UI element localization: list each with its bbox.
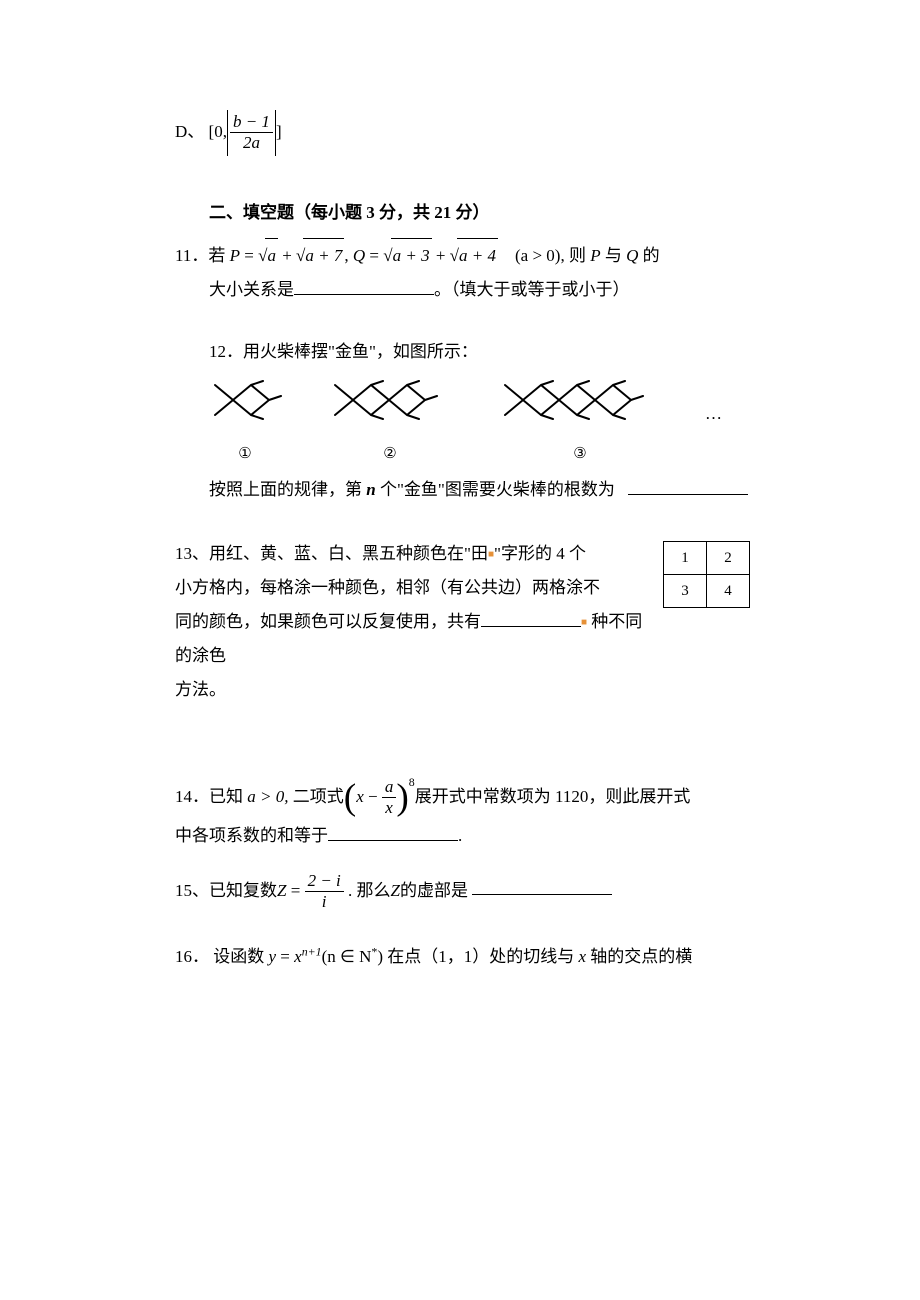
fish-1: ①: [205, 375, 285, 469]
fish-3-svg: [495, 375, 665, 425]
q12-rule: 按照上面的规律，第 n 个"金鱼"图需要火柴棒的根数为: [175, 473, 750, 507]
q15-c: 的虚部是: [400, 880, 472, 899]
q13-l3a: 同的颜色，如果颜色可以反复使用，共有: [175, 612, 481, 631]
q16-exp: n+1: [302, 945, 322, 959]
blank-1[interactable]: [294, 277, 434, 295]
q11-c1: ,: [344, 246, 353, 265]
question-12: 12．用火柴棒摆"金鱼"，如图所示： ①: [175, 335, 750, 507]
q16-eq: =: [276, 947, 294, 966]
option-d: D、 [0, b − 1 2a ]: [175, 110, 750, 156]
opt-d-close: ]: [276, 122, 282, 141]
q11-cond: (a > 0),: [515, 246, 565, 265]
frac-d-den: 2a: [230, 133, 273, 153]
q13-l4: 方法。: [175, 673, 750, 707]
q11-P2: P: [590, 246, 600, 265]
q14-l2a: 中各项系数的和等于: [175, 826, 328, 845]
q16-x: x: [294, 947, 302, 966]
q12-rb: 个"金鱼"图需要火柴棒的根数为: [376, 480, 615, 499]
opt-d-label: D、: [175, 122, 204, 141]
q12-num: 12．: [209, 342, 243, 361]
q16-a: 16． 设函数: [175, 947, 269, 966]
q16-b: 在点（1，1）处的切线与: [383, 947, 579, 966]
q15-b: . 那么: [344, 880, 391, 899]
q15-Z2: Z: [391, 880, 400, 899]
fish-1-svg: [205, 375, 285, 425]
q14-a: 14．已知: [175, 787, 247, 806]
cell-3: 3: [664, 574, 707, 607]
blank-5[interactable]: [472, 877, 612, 895]
q11-num: 11．: [175, 246, 208, 265]
section-2-title: 二、填空题（每小题 3 分，共 21 分）: [175, 196, 750, 230]
fish-2-num: ②: [325, 439, 455, 469]
q11-p1: +: [278, 246, 296, 265]
fish-dots: …: [705, 397, 722, 431]
question-14: 14．已知 a > 0, 二项式(x − ax)8展开式中常数项为 1120，则…: [175, 777, 750, 853]
blank-3[interactable]: [481, 609, 581, 627]
q11-l2a: 大小关系是: [209, 280, 294, 299]
q14-b: 二项式: [288, 787, 343, 806]
q14-line2: 中各项系数的和等于.: [175, 819, 750, 853]
q11-eq1: =: [240, 246, 258, 265]
q14-c: 展开式中常数项为 1120，则此展开式: [415, 787, 691, 806]
q11-ta: 若: [208, 246, 229, 265]
q11-l2b: 。（填大于或等于或小于）: [434, 280, 630, 299]
q15-a: 15、已知复数: [175, 880, 277, 899]
q14-minus: −: [364, 787, 382, 806]
question-15: 15、已知复数Z = 2 − ii . 那么Z的虚部是: [175, 871, 750, 913]
q11-line2: 大小关系是 。（填大于或等于或小于）: [175, 273, 750, 307]
fish-3: ③: [495, 375, 665, 469]
sqrt-a3: √a + 3: [383, 238, 431, 273]
opt-d-open: [0,: [209, 122, 227, 141]
blank-2[interactable]: [628, 477, 748, 495]
tian-grid: 12 34: [663, 541, 750, 608]
cell-4: 4: [707, 574, 750, 607]
q11-P: P: [230, 246, 240, 265]
q11-p2: +: [432, 246, 450, 265]
fish-2-svg: [325, 375, 455, 425]
fish-2: ②: [325, 375, 455, 469]
frac-d-num: b − 1: [230, 112, 273, 133]
fish-3-num: ③: [495, 439, 665, 469]
orange-dot-2: ■: [581, 617, 587, 628]
sqrt-a: √a: [258, 238, 278, 273]
q16-p1: (n ∈ N: [322, 947, 372, 966]
q14-l2b: .: [458, 826, 462, 845]
q12-text: 用火柴棒摆"金鱼"，如图所示：: [243, 342, 478, 361]
question-16: 16． 设函数 y = xn+1(n ∈ N*) 在点（1，1）处的切线与 x …: [175, 940, 750, 974]
fish-1-num: ①: [205, 439, 285, 469]
q11-eq2: =: [365, 246, 383, 265]
q16-c: 轴的交点的横: [586, 947, 692, 966]
q14-x: x: [356, 787, 364, 806]
sqrt-a7: √a + 7: [296, 238, 344, 273]
q12-ra: 按照上面的规律，第: [209, 480, 366, 499]
q11-tb: 则: [565, 246, 591, 265]
q12-head: 12．用火柴棒摆"金鱼"，如图所示：: [175, 335, 750, 369]
question-11: 11．若 P = √a + √a + 7, Q = √a + 3 + √a + …: [175, 238, 750, 307]
q13-l3: 同的颜色，如果颜色可以反复使用，共有■ 种不同的涂色: [175, 605, 750, 673]
q15-eq: =: [286, 880, 304, 899]
blank-4[interactable]: [328, 823, 458, 841]
q16-xaxis: x: [578, 947, 586, 966]
question-13: 12 34 13、用红、黄、蓝、白、黑五种颜色在"田■"字形的 4 个 小方格内…: [175, 537, 750, 707]
q14-frac: ax: [382, 777, 397, 819]
cell-2: 2: [707, 541, 750, 574]
q15-frac: 2 − ii: [305, 871, 344, 913]
q11-Q: Q: [353, 246, 365, 265]
sqrt-a4: √a + 4: [450, 238, 498, 273]
frac-d: b − 1 2a: [230, 112, 273, 154]
fish-row: ① ②: [205, 375, 750, 469]
q11-Q2: Q: [626, 246, 638, 265]
q12-n: n: [366, 480, 375, 499]
cell-1: 1: [664, 541, 707, 574]
q14-cond: a > 0,: [247, 787, 288, 806]
q16-y: y: [269, 947, 277, 966]
q11-td: 的: [638, 246, 659, 265]
q11-tc: 与: [601, 246, 627, 265]
abs-wrap: b − 1 2a: [227, 110, 276, 156]
